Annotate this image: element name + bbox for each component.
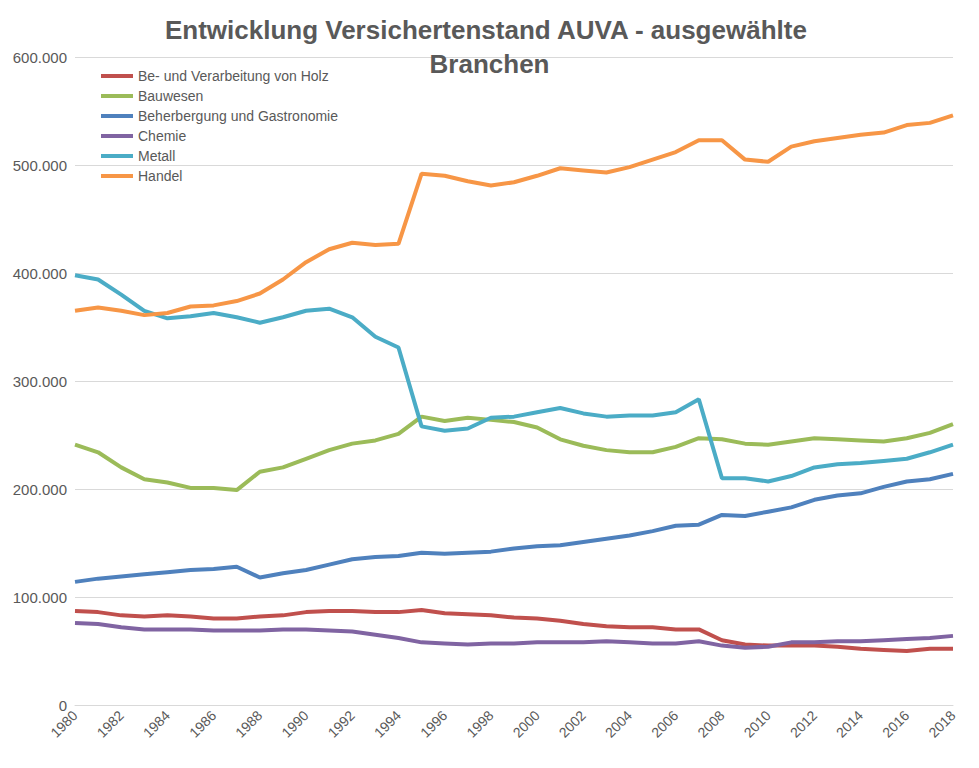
svg-text:2004: 2004 [602, 707, 635, 740]
svg-text:1990: 1990 [278, 707, 311, 740]
svg-text:1982: 1982 [94, 707, 127, 740]
svg-text:500.000: 500.000 [13, 157, 67, 174]
svg-text:400.000: 400.000 [13, 265, 67, 282]
svg-text:Handel: Handel [138, 168, 182, 184]
svg-text:Metall: Metall [138, 148, 175, 164]
svg-text:Branchen: Branchen [430, 49, 550, 79]
svg-text:100.000: 100.000 [13, 589, 67, 606]
svg-text:2002: 2002 [556, 707, 589, 740]
svg-text:Entwicklung Versichertenstand: Entwicklung Versichertenstand AUVA - aus… [165, 15, 814, 45]
svg-text:Beherbergung und Gastronomie: Beherbergung und Gastronomie [138, 108, 338, 124]
svg-text:600.000: 600.000 [13, 49, 67, 66]
svg-text:2012: 2012 [787, 707, 820, 740]
svg-text:Chemie: Chemie [138, 128, 186, 144]
svg-text:2016: 2016 [879, 707, 912, 740]
svg-text:2000: 2000 [509, 707, 542, 740]
svg-text:1986: 1986 [186, 707, 219, 740]
svg-text:Be- und Verarbeitung von Holz: Be- und Verarbeitung von Holz [138, 68, 329, 84]
svg-text:200.000: 200.000 [13, 481, 67, 498]
svg-text:2014: 2014 [833, 707, 866, 740]
svg-text:2006: 2006 [648, 707, 681, 740]
svg-text:1980: 1980 [47, 707, 80, 740]
svg-text:1992: 1992 [325, 707, 358, 740]
svg-text:300.000: 300.000 [13, 373, 67, 390]
svg-text:2018: 2018 [925, 707, 958, 740]
svg-text:Bauwesen: Bauwesen [138, 88, 203, 104]
svg-text:1998: 1998 [463, 707, 496, 740]
svg-text:2010: 2010 [740, 707, 773, 740]
svg-text:1984: 1984 [140, 707, 173, 740]
svg-text:1994: 1994 [371, 707, 404, 740]
svg-text:0: 0 [58, 696, 67, 714]
svg-text:1996: 1996 [417, 707, 450, 740]
svg-text:2008: 2008 [694, 707, 727, 740]
svg-text:1988: 1988 [232, 707, 265, 740]
